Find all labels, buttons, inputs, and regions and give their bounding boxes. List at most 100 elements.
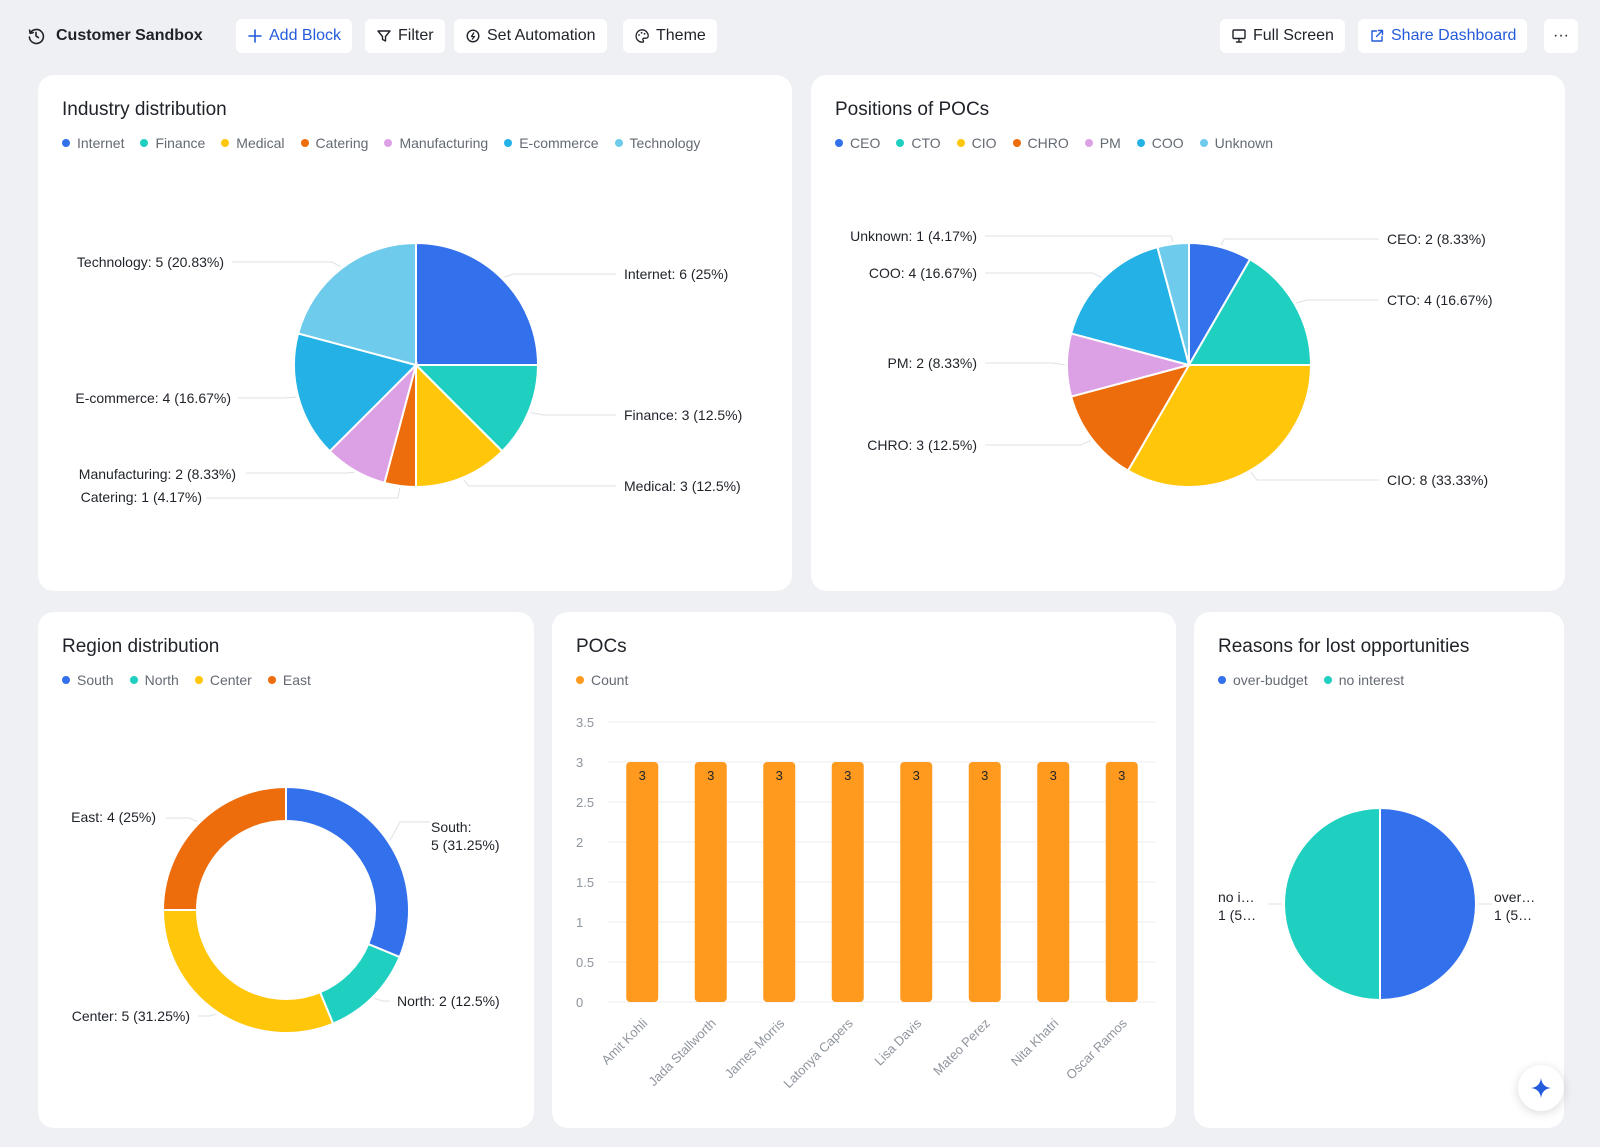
pie-slice-finance[interactable] xyxy=(413,364,540,453)
leader-line xyxy=(985,235,1174,243)
bar-latonya-capers[interactable] xyxy=(831,762,864,1002)
pie-slice-cto[interactable] xyxy=(1187,257,1313,366)
legend-item-technology[interactable]: Technology xyxy=(614,135,700,151)
more-options-button[interactable]: ··· xyxy=(1544,19,1578,53)
pie-slice-chro[interactable] xyxy=(1069,363,1192,473)
data-label-over-budget: over… xyxy=(1494,889,1535,905)
y-tick-label: 1.5 xyxy=(576,875,594,890)
pocs-bar-chart: 0 0.5 1 1.5 2 2.5 3 3.5 3 Amit Kohli 3 Jada Stallwo… xyxy=(576,715,1156,1091)
legend-item-catering[interactable]: Catering xyxy=(300,135,369,151)
pocs-card[interactable]: POCs Count 0 0.5 1 1.5 2 2.5 3 3.5 3 Amit Kohli 3 J… xyxy=(552,612,1176,1128)
ai-assistant-button[interactable] xyxy=(1518,1065,1564,1111)
legend-dot xyxy=(221,139,230,147)
theme-label: Theme xyxy=(656,27,706,44)
pie-slice-technology[interactable] xyxy=(296,241,417,367)
filter-button[interactable]: Filter xyxy=(365,19,445,53)
leader-line xyxy=(238,396,297,399)
data-label-ceo: CEO: 2 (8.33%) xyxy=(1387,231,1486,247)
pie-slice-e-commerce[interactable] xyxy=(293,332,418,453)
pie-slice-no-interest[interactable] xyxy=(1283,806,1381,1002)
legend-label: Medical xyxy=(236,135,285,151)
bar-amit-kohli[interactable] xyxy=(626,762,659,1002)
bar-lisa-davis[interactable] xyxy=(900,762,933,1002)
industry-distribution-card[interactable]: Industry distribution Internet Finance Med… xyxy=(38,75,792,591)
legend-dot xyxy=(194,676,203,684)
legend-item-cio[interactable]: CIO xyxy=(956,135,997,151)
x-tick-label: Nita Khatri xyxy=(1008,1015,1062,1069)
bar-nita-khatri[interactable] xyxy=(1037,762,1070,1002)
pie-slice-north[interactable] xyxy=(318,942,401,1025)
lost-opportunities-card[interactable]: Reasons for lost opportunities over-budg… xyxy=(1194,612,1564,1128)
pie-slice-coo[interactable] xyxy=(1069,245,1191,367)
legend-item-internet[interactable]: Internet xyxy=(62,135,124,151)
legend-dot xyxy=(576,676,584,684)
legend-item-finance[interactable]: Finance xyxy=(140,135,205,151)
bar-value-label: 3 xyxy=(776,768,783,783)
legend-label: no interest xyxy=(1338,672,1405,688)
legend-label: North xyxy=(144,672,179,688)
bar-value-label: 3 xyxy=(1118,768,1125,783)
region-chart-title: Region distribution xyxy=(62,636,220,657)
data-label-no-interest: no i… xyxy=(1218,889,1255,905)
data-label-unknown: Unknown: 1 (4.17%) xyxy=(850,228,977,244)
data-label-coo: COO: 4 (16.67%) xyxy=(869,265,977,281)
industry-pie-chart: Internet: 6 (25%) Finance: 3 (12.5%) Medic… xyxy=(75,241,742,505)
leader-line xyxy=(985,440,1091,446)
legend-label: Catering xyxy=(315,135,369,151)
legend-label: East xyxy=(282,672,311,688)
legend-dot xyxy=(1218,676,1226,684)
lost-chart-title: Reasons for lost opportunities xyxy=(1218,636,1470,657)
bar-mateo-perez[interactable] xyxy=(968,762,1001,1002)
legend-dot xyxy=(835,139,843,147)
data-label-chro: CHRO: 3 (12.5%) xyxy=(867,437,977,453)
legend-label: Internet xyxy=(77,135,125,151)
leader-line xyxy=(206,487,401,499)
data-label-finance: Finance: 3 (12.5%) xyxy=(624,407,742,423)
set-automation-button[interactable]: Set Automation xyxy=(454,19,607,53)
legend-item-unknown[interactable]: Unknown xyxy=(1199,135,1273,151)
dashboard-toolbar: Customer Sandbox Add Block Filter Set Au… xyxy=(0,0,1600,72)
bar-james-morris[interactable] xyxy=(763,762,796,1002)
legend-item-count[interactable]: Count xyxy=(576,672,628,688)
legend-dot xyxy=(1136,139,1145,147)
plus-icon xyxy=(248,29,262,43)
y-tick-label: 3 xyxy=(576,755,583,770)
bar-jada-stallworth[interactable] xyxy=(694,762,727,1002)
legend-item-no-interest[interactable]: no interest xyxy=(1323,672,1405,688)
add-block-button[interactable]: Add Block xyxy=(236,19,353,53)
legend-item-center[interactable]: Center xyxy=(194,672,252,688)
bar-oscar-ramos[interactable] xyxy=(1105,762,1138,1002)
legend-item-coo[interactable]: COO xyxy=(1136,135,1184,151)
legend-item-south[interactable]: South xyxy=(62,672,114,688)
legend-item-over-budget[interactable]: over-budget xyxy=(1218,672,1308,688)
pie-slice-unknown[interactable] xyxy=(1156,241,1190,366)
region-distribution-card[interactable]: Region distribution South North Center East… xyxy=(38,612,534,1128)
legend-item-chro[interactable]: CHRO xyxy=(1012,135,1069,151)
theme-button[interactable]: Theme xyxy=(623,19,717,53)
legend-item-pm[interactable]: PM xyxy=(1084,135,1121,151)
legend-item-e-commerce[interactable]: E-commerce xyxy=(504,135,599,151)
legend-item-ceo[interactable]: CEO xyxy=(835,135,880,151)
data-label-cto: CTO: 4 (16.67%) xyxy=(1387,292,1493,308)
pie-slice-internet[interactable] xyxy=(415,241,540,366)
pie-slice-east[interactable] xyxy=(161,785,287,911)
legend-item-cto[interactable]: CTO xyxy=(896,135,941,151)
legend-dot xyxy=(62,139,70,147)
more-icon: ··· xyxy=(1553,27,1569,44)
y-tick-label: 2.5 xyxy=(576,795,594,810)
legend-label: Count xyxy=(591,672,629,688)
legend-item-east[interactable]: East xyxy=(267,672,311,688)
full-screen-button[interactable]: Full Screen xyxy=(1220,19,1345,53)
data-label-catering: Catering: 1 (4.17%) xyxy=(81,489,202,505)
pie-slice-south[interactable] xyxy=(285,785,410,959)
pie-slice-over-budget[interactable] xyxy=(1379,806,1477,1002)
dashboard-title[interactable]: Customer Sandbox xyxy=(27,22,203,50)
pie-slice-medical[interactable] xyxy=(415,362,504,489)
pie-slice-cio[interactable] xyxy=(1126,364,1313,488)
legend-item-medical[interactable]: Medical xyxy=(221,135,285,151)
legend-item-north[interactable]: North xyxy=(129,672,179,688)
positions-of-pocs-card[interactable]: Positions of POCs CEO CTO CIO CHRO PM COO Unkn… xyxy=(811,75,1565,591)
legend-item-manufacturing[interactable]: Manufacturing xyxy=(384,135,488,151)
legend-dot xyxy=(1012,139,1021,147)
share-dashboard-button[interactable]: Share Dashboard xyxy=(1358,19,1528,53)
